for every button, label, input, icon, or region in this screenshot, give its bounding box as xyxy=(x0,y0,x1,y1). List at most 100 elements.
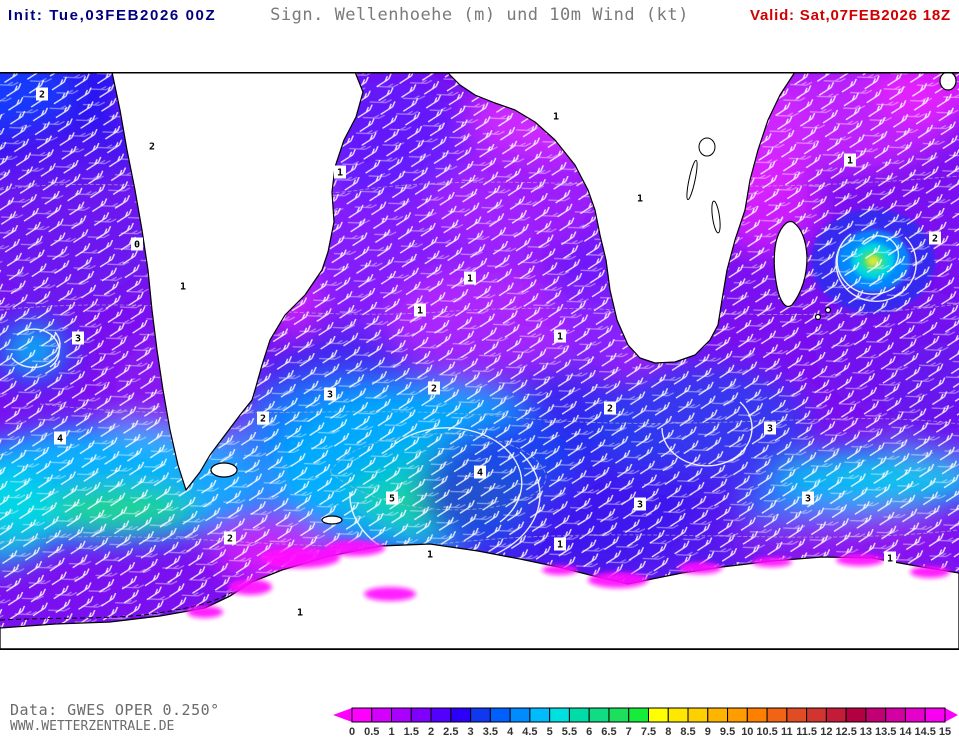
legend-tick-label: 12.5 xyxy=(835,726,856,738)
lake-tanganyika xyxy=(686,159,698,201)
legend-segment xyxy=(351,707,373,723)
legend-tick-label: 1.5 xyxy=(404,726,419,738)
contour-label-chip xyxy=(929,231,941,245)
legend-left-arrow xyxy=(333,708,352,722)
legend-segment xyxy=(450,707,472,723)
contour-label-value: 1 xyxy=(847,156,853,167)
valid-time-label: Valid: Sat,07FEB2026 18Z xyxy=(750,7,951,24)
legend-tick-label: 10 xyxy=(741,726,753,738)
legend-tick-label: 6.5 xyxy=(601,726,616,738)
contour-label-chip xyxy=(414,303,426,317)
small-island-top-right xyxy=(939,72,957,91)
contour-label-chip xyxy=(324,387,336,401)
lake-victoria xyxy=(698,137,716,157)
data-source-label: Data: GWES OPER 0.250° xyxy=(10,701,220,719)
legend-tick-label: 2 xyxy=(428,726,434,738)
legend-segment xyxy=(845,707,867,723)
contour-label-value: 1 xyxy=(427,550,433,561)
reunion-island xyxy=(814,313,822,321)
contour-label-value: 3 xyxy=(637,500,643,511)
legend-segment xyxy=(865,707,887,723)
legend-segment xyxy=(746,707,768,723)
contour-label-value: 1 xyxy=(557,332,563,343)
legend-segment xyxy=(825,707,847,723)
contour-label-chip xyxy=(474,465,486,479)
contour-label-value: 2 xyxy=(932,234,938,245)
contour-label-chip xyxy=(884,551,896,565)
legend-segment xyxy=(608,707,630,723)
legend-segment xyxy=(391,707,412,723)
legend-tick-label: 11 xyxy=(781,726,793,738)
contour-label-chip xyxy=(386,491,398,505)
legend-segment xyxy=(489,707,511,723)
wave-height-wind-map: 2 2 0 1 3 1 1 1 1 1 1 2 3 2 4 4 5 2 3 3 2 1 3 1 1 1 2 1 xyxy=(0,72,959,650)
contour-label-value: 3 xyxy=(767,424,773,435)
legend-tick-label: 4.5 xyxy=(522,726,537,738)
african-lakes xyxy=(686,137,721,234)
legend-segment xyxy=(924,707,946,723)
legend-tick-label: 11.5 xyxy=(796,726,817,738)
legend-tick-label: 8.5 xyxy=(680,726,695,738)
contour-label-chip xyxy=(131,237,143,251)
contour-label-chip xyxy=(464,271,476,285)
legend-segment xyxy=(667,707,689,723)
legend-tick-label: 9 xyxy=(705,726,711,738)
contour-label-value: 1 xyxy=(467,274,473,285)
legend-tick-label: 14 xyxy=(899,726,912,738)
legend-tick-label: 13 xyxy=(860,726,872,738)
falkland-islands xyxy=(210,462,238,478)
legend-tick-label: 6 xyxy=(586,726,592,738)
legend-tick-label: 7.5 xyxy=(641,726,656,738)
legend-segment xyxy=(371,707,393,723)
legend-tick-label: 0.5 xyxy=(364,726,379,738)
lake-malawi xyxy=(711,200,721,234)
contour-label-chip xyxy=(634,191,646,205)
legend-tick-label: 5.5 xyxy=(562,726,577,738)
contour-label-value: 1 xyxy=(180,282,186,293)
legend-tick-label: 3.5 xyxy=(483,726,498,738)
contour-label-value: 2 xyxy=(260,414,266,425)
contour-label-chip xyxy=(764,421,776,435)
wave-height-legend: 0 0.5 1 1.5 2 2.5 3 3.5 4 4.5 5 5.5 6 6.5 7 7.5 8 8.5 9 9.5… xyxy=(0,700,959,740)
legend-segment xyxy=(568,707,590,723)
south-georgia-island xyxy=(321,515,343,525)
legend-tick-label: 5 xyxy=(547,726,553,738)
legend-segment xyxy=(430,707,452,723)
legend-tick-label: 7 xyxy=(626,726,632,738)
legend-segment xyxy=(904,707,926,723)
contour-label-chip xyxy=(550,109,562,123)
contour-label-chip xyxy=(604,401,616,415)
page-title: Sign. Wellenhoehe (m) und 10m Wind (kt) xyxy=(270,5,689,25)
contour-label-value: 2 xyxy=(39,90,45,101)
contour-label-chip xyxy=(802,491,814,505)
contour-label-value: 2 xyxy=(607,404,613,415)
legend-colorbar: 0 0.5 1 1.5 2 2.5 3 3.5 4 4.5 5 5.5 6 6.5 7 7.5 8 8.5 9 9.5… xyxy=(333,707,958,738)
legend-segment xyxy=(549,707,570,723)
contour-label-chip xyxy=(146,139,158,153)
legend-tick-label: 9.5 xyxy=(720,726,735,738)
legend-tick-label: 3 xyxy=(468,726,474,738)
legend-tick-label: 10.5 xyxy=(756,726,777,738)
contour-label-chip xyxy=(334,165,346,179)
contour-label-value: 4 xyxy=(57,434,63,445)
contour-label-value: 5 xyxy=(389,494,395,505)
legend-tick-label: 12 xyxy=(820,726,832,738)
contour-label-value: 0 xyxy=(134,240,140,251)
ice-edge-dashed-contour xyxy=(0,591,233,621)
contour-label-chip xyxy=(424,547,436,561)
legend-segment xyxy=(885,707,906,723)
contour-label-chip xyxy=(257,411,269,425)
legend-tick-label: 2.5 xyxy=(443,726,458,738)
contour-label-chip xyxy=(554,537,566,551)
legend-tick-label: 15 xyxy=(939,726,951,738)
legend-segment xyxy=(410,707,432,723)
ice-edge-low-wave-patches xyxy=(187,540,950,618)
contour-label-value: 1 xyxy=(553,112,559,123)
legend-segment xyxy=(628,707,649,723)
legend-segment xyxy=(509,707,531,723)
contour-label-chip xyxy=(54,431,66,445)
contour-label-value: 1 xyxy=(557,540,563,551)
legend-segment xyxy=(707,707,729,723)
init-time-label: Init: Tue,03FEB2026 00Z xyxy=(8,7,217,24)
legend-right-arrow xyxy=(944,708,958,722)
